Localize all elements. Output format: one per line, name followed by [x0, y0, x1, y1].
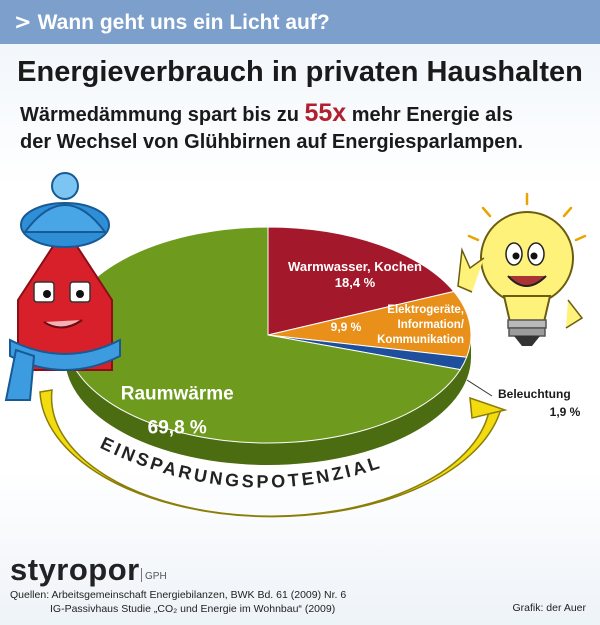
subtitle-line1-post: mehr Energie als	[346, 104, 513, 126]
pie-depth-side	[65, 335, 471, 465]
slice-value-elektrogeraete: 9,9 %	[331, 320, 362, 334]
subtitle: Wärmedämmung spart bis zu 55x mehr Energ…	[20, 100, 590, 156]
sources-line1: Quellen: Arbeitsgemeinschaft Energiebila…	[10, 589, 347, 601]
subtitle-line1-pre: Wärmedämmung spart bis zu	[20, 104, 305, 126]
beleuchtung-leader-line	[466, 379, 493, 397]
pie-slice	[267, 226, 455, 336]
slice-label-beleuchtung: Beleuchtung	[498, 387, 571, 401]
sources: Quellen: Arbeitsgemeinschaft Energiebila…	[10, 588, 346, 616]
light-bulb-mascot-icon	[457, 192, 587, 346]
pie-slice	[267, 290, 472, 358]
logo-suffix: GPH	[141, 568, 167, 582]
page-title: Energieverbrauch in privaten Haushalten	[17, 56, 583, 88]
chevron-right-icon: >	[14, 10, 32, 34]
slice-label-raumwaerme: Raumwärme	[121, 384, 234, 405]
slice-label-warmwasser: Warmwasser, Kochen	[288, 259, 422, 274]
savings-ring-arrow-icon	[469, 396, 508, 419]
pie-slice	[64, 226, 462, 444]
subtitle-highlight: 55x	[304, 99, 347, 127]
sources-line2: IG-Passivhaus Studie „CO₂ und Energie im…	[50, 603, 336, 615]
slice-label-elektrogeraete-1: Elektrogeräte,	[387, 304, 464, 316]
slice-label-elektrogeraete-2: Information/	[398, 319, 465, 331]
slice-label-elektrogeraete-3: Kommunikation	[377, 334, 464, 346]
header-text: Wann geht uns ein Licht auf?	[37, 11, 330, 34]
slice-value-beleuchtung: 1,9 %	[550, 405, 581, 419]
subtitle-line2: der Wechsel von Glühbirnen auf Energiesp…	[20, 131, 524, 153]
pie-slices	[64, 226, 472, 444]
slice-value-raumwaerme: 69,8 %	[148, 418, 207, 439]
styropor-logo: styropor	[10, 552, 140, 587]
pie-depth	[65, 335, 471, 465]
slice-value-warmwasser: 18,4 %	[335, 275, 376, 290]
house-mascot-icon	[4, 172, 121, 401]
header-banner: > Wann geht uns ein Licht auf?	[0, 0, 600, 44]
graphic-credit: Grafik: der Auer	[512, 602, 586, 614]
